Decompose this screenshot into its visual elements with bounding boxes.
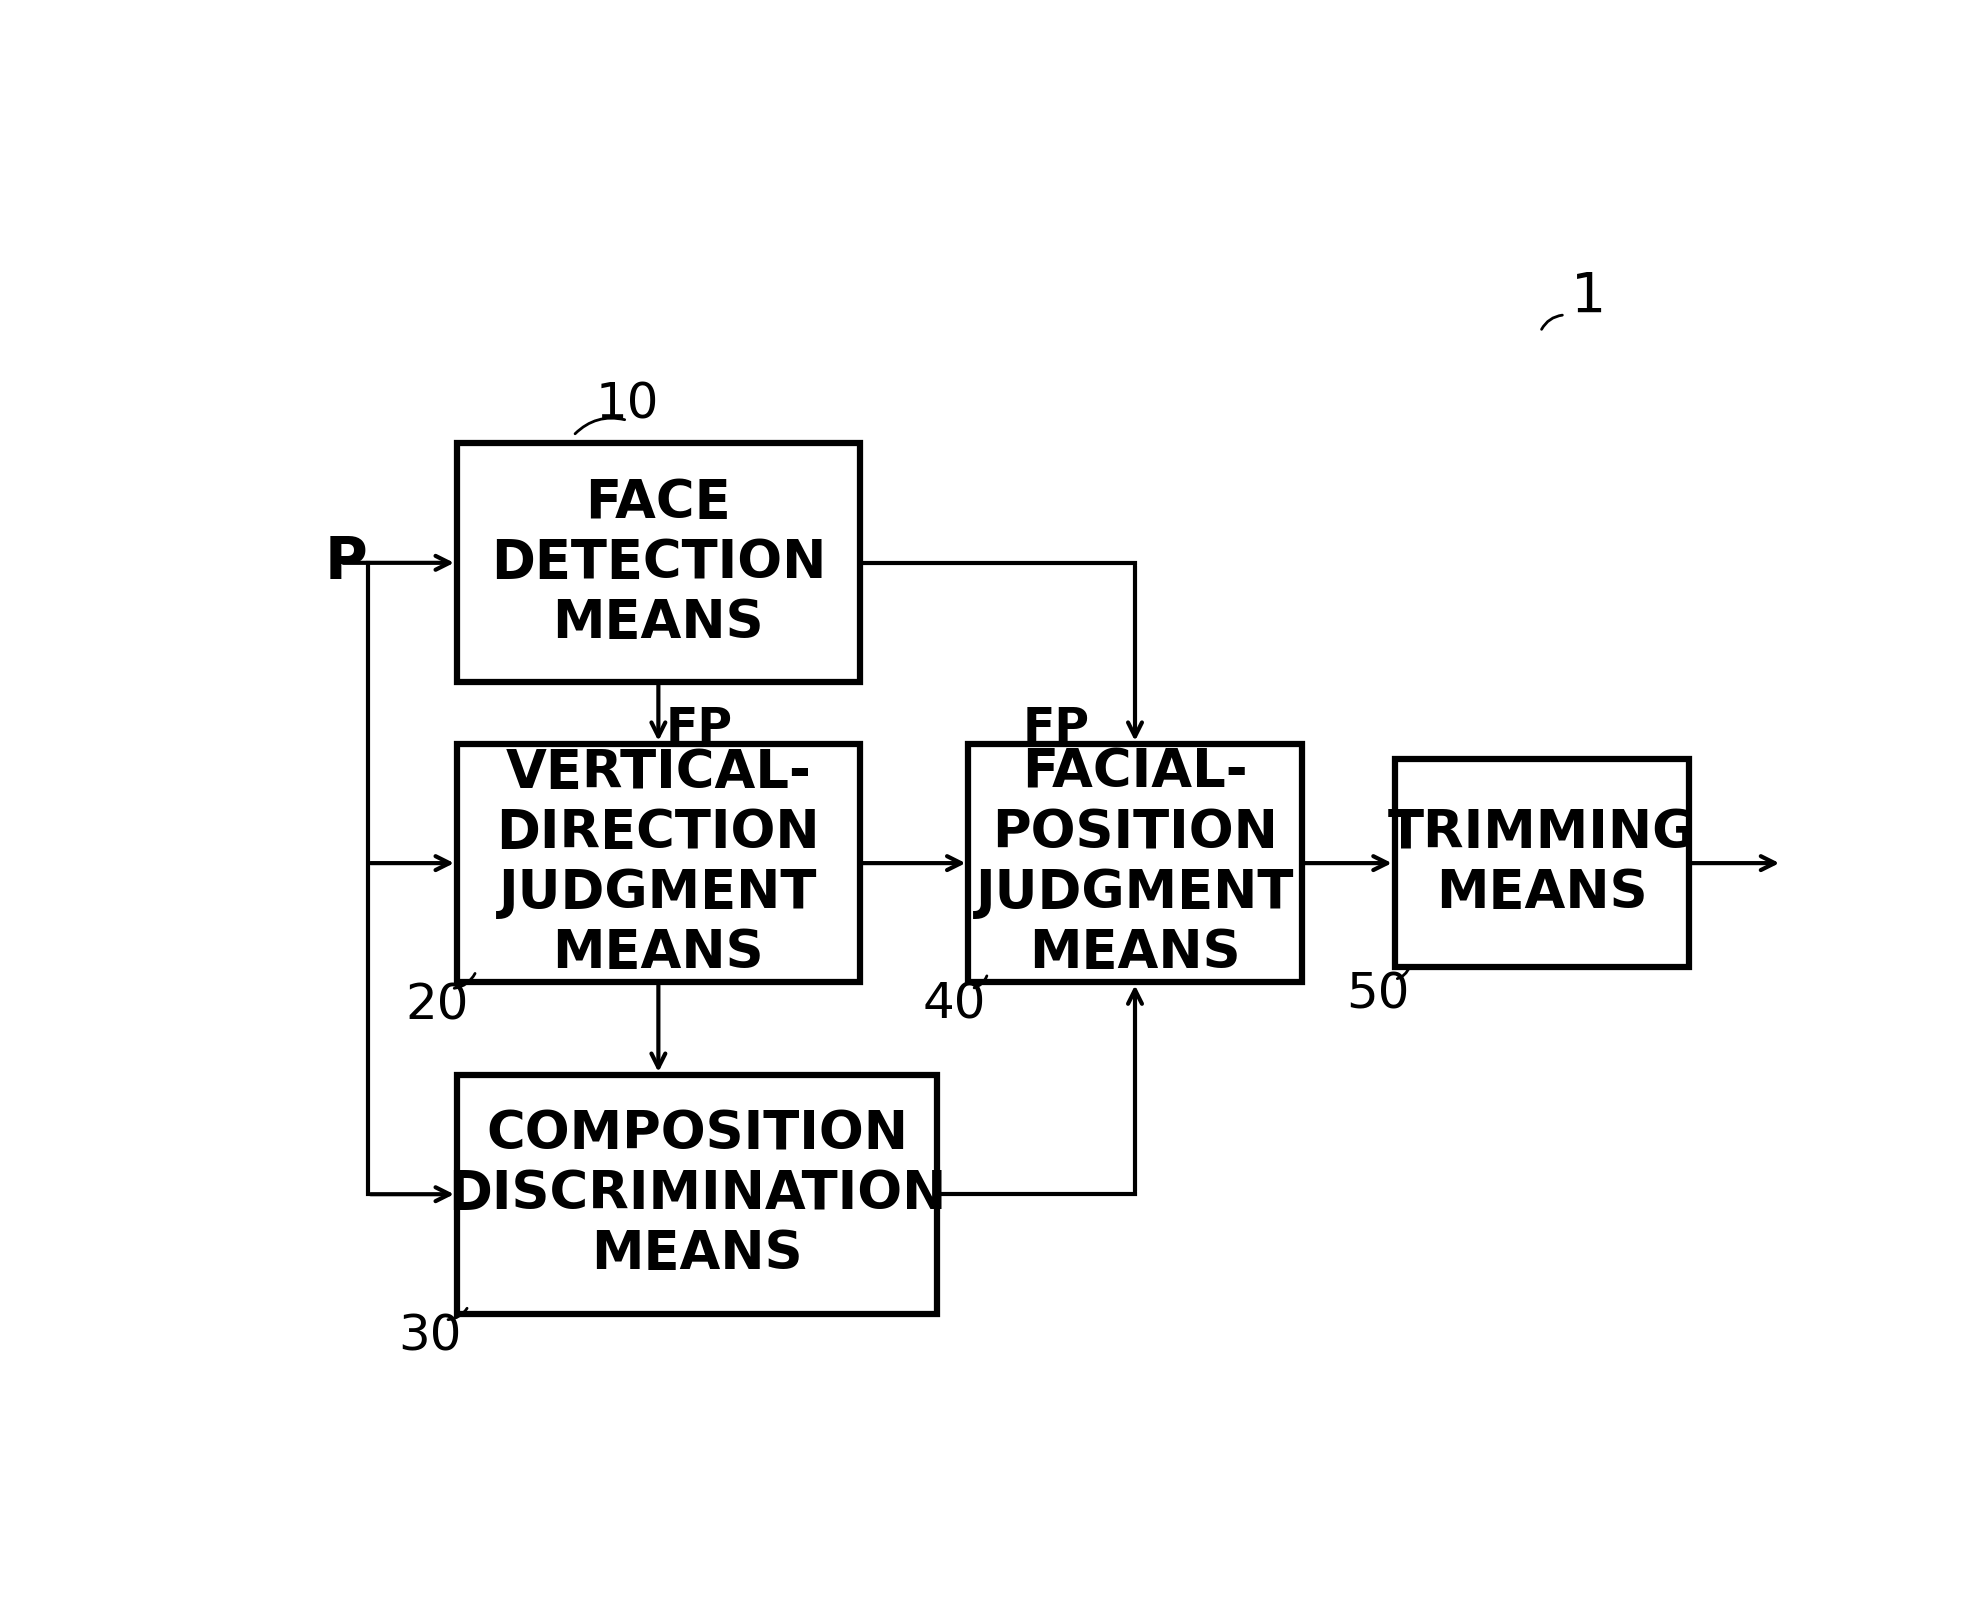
Text: VERTICAL-
DIRECTION
JUDGMENT
MEANS: VERTICAL- DIRECTION JUDGMENT MEANS: [497, 747, 820, 979]
Bar: [457, 443, 859, 682]
Text: 1: 1: [1570, 269, 1606, 325]
Text: 50: 50: [1344, 971, 1408, 1018]
Text: TRIMMING
MEANS: TRIMMING MEANS: [1386, 807, 1695, 919]
Text: COMPOSITION
DISCRIMINATION
MEANS: COMPOSITION DISCRIMINATION MEANS: [447, 1109, 946, 1281]
Text: FP: FP: [665, 706, 733, 751]
Text: 10: 10: [596, 381, 659, 428]
Text: FACE
DETECTION
MEANS: FACE DETECTION MEANS: [491, 477, 826, 649]
Text: 30: 30: [398, 1313, 461, 1360]
Bar: [457, 743, 859, 982]
Text: P: P: [325, 534, 368, 591]
Text: FP: FP: [1022, 706, 1089, 751]
Text: 40: 40: [923, 980, 986, 1027]
Text: 20: 20: [406, 982, 469, 1029]
Bar: [1394, 760, 1689, 967]
Bar: [968, 743, 1301, 982]
Bar: [457, 1074, 937, 1313]
Text: FACIAL-
POSITION
JUDGMENT
MEANS: FACIAL- POSITION JUDGMENT MEANS: [976, 747, 1293, 979]
